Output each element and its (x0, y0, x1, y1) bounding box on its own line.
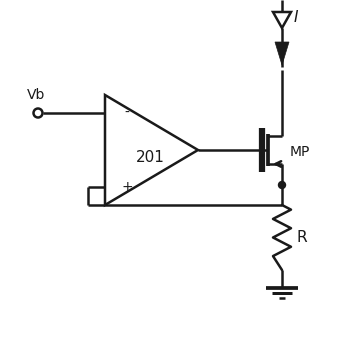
Text: +: + (121, 180, 133, 194)
Text: -: - (125, 106, 130, 120)
Text: R: R (296, 230, 307, 245)
Text: I: I (294, 10, 298, 24)
Text: 201: 201 (136, 151, 164, 165)
Text: Vb: Vb (27, 88, 45, 102)
Text: MP: MP (290, 145, 310, 159)
Circle shape (278, 182, 285, 189)
Polygon shape (275, 42, 289, 65)
